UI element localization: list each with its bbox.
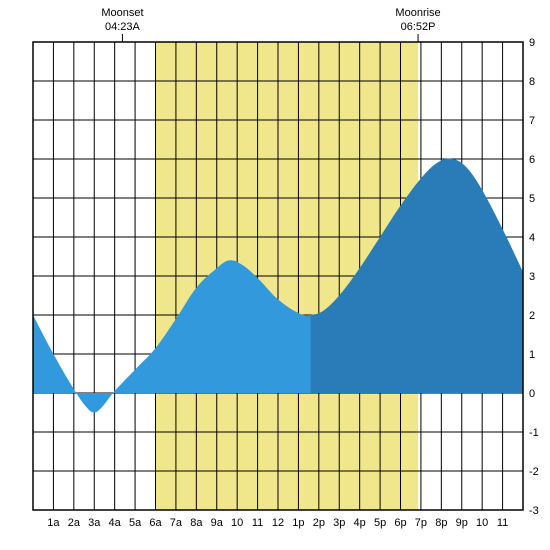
y-tick-label: 3	[529, 271, 535, 283]
x-tick-label: 3p	[333, 517, 345, 529]
y-tick-label: 1	[529, 349, 535, 361]
x-tick-label: 3a	[88, 517, 101, 529]
x-tick-label: 1p	[292, 517, 304, 529]
x-tick-label: 1a	[47, 517, 60, 529]
x-tick-label: 11	[497, 517, 508, 529]
x-tick-label: 9p	[456, 517, 468, 529]
x-tick-label: 5a	[129, 517, 142, 529]
y-tick-label: 0	[529, 388, 535, 400]
x-tick-label: 6a	[149, 517, 162, 529]
x-tick-label: 9a	[211, 517, 224, 529]
y-tick-label: -1	[529, 427, 539, 439]
x-tick-label: 5p	[374, 517, 386, 529]
x-tick-label: 8p	[435, 517, 447, 529]
x-tick-label: 2p	[313, 517, 325, 529]
x-tick-label: 4p	[354, 517, 366, 529]
tide-chart: 1a2a3a4a5a6a7a8a9a1011121p2p3p4p5p6p7p8p…	[0, 0, 550, 550]
moonrise-label: Moonrise	[395, 7, 440, 19]
y-tick-label: 7	[529, 115, 535, 127]
x-tick-label: 12	[272, 517, 284, 529]
y-tick-label: 9	[529, 37, 535, 49]
x-tick-label: 10	[231, 517, 243, 529]
x-tick-label: 7a	[170, 517, 183, 529]
y-tick-label: 5	[529, 193, 535, 205]
chart-svg: 1a2a3a4a5a6a7a8a9a1011121p2p3p4p5p6p7p8p…	[0, 0, 550, 550]
y-tick-label: -3	[529, 505, 539, 517]
x-tick-label: 8a	[190, 517, 203, 529]
x-tick-label: 10	[476, 517, 488, 529]
x-tick-label: 7p	[415, 517, 427, 529]
moonset-label: Moonset	[101, 7, 143, 19]
x-tick-label: 6p	[394, 517, 406, 529]
x-tick-label: 4a	[109, 517, 122, 529]
y-tick-label: 2	[529, 310, 535, 322]
x-tick-label: 11	[252, 517, 263, 529]
y-tick-label: 6	[529, 154, 535, 166]
moonset-time: 04:23A	[105, 21, 141, 33]
y-tick-label: -2	[529, 466, 539, 478]
y-tick-label: 8	[529, 76, 535, 88]
x-tick-label: 2a	[68, 517, 81, 529]
y-tick-label: 4	[529, 232, 535, 244]
moonrise-time: 06:52P	[401, 21, 436, 33]
